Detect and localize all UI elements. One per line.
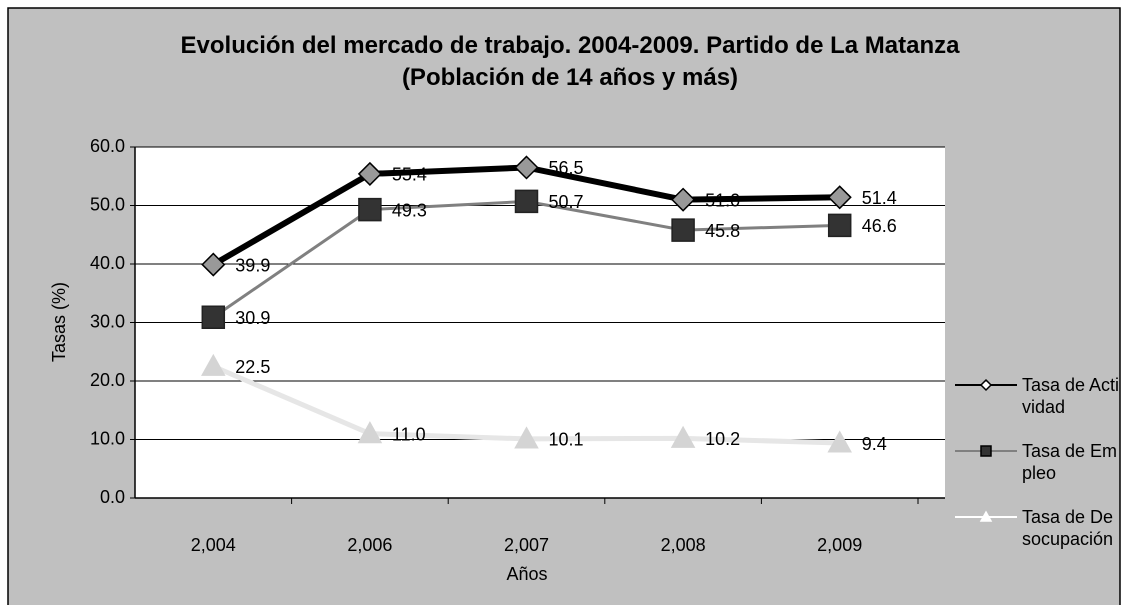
x-tick-label: 2,004 [191,535,236,555]
data-point [201,305,226,329]
y-tick-label: 30.0 [90,311,125,331]
y-tick-label: 50.0 [90,194,125,214]
x-axis-label: Años [506,564,547,584]
legend-marker [980,445,992,457]
data-label: 10.2 [705,429,740,449]
data-label: 46.6 [862,216,897,236]
data-label: 22.5 [235,357,270,377]
data-label: 49.3 [392,200,427,220]
data-point [357,421,383,444]
data-label: 10.1 [549,430,584,450]
x-tick-label: 2,009 [817,535,862,555]
data-point [827,213,852,238]
y-tick-label: 0.0 [100,487,125,507]
data-point [514,426,539,449]
data-point [514,189,539,214]
data-label: 45.8 [705,221,740,241]
data-label: 55.4 [392,165,427,185]
legend-label: Tasa de Desocupación [1022,507,1114,549]
data-point [827,430,852,453]
legend-marker [979,510,993,522]
data-point [357,161,382,186]
data-point [201,353,226,376]
data-point [671,187,696,212]
data-label: 51.4 [862,188,897,208]
y-tick-label: 20.0 [90,370,125,390]
legend-marker [979,378,993,392]
chart-title: Evolución del mercado de trabajo. 2004-2… [180,32,960,91]
x-tick-label: 2,007 [504,535,549,555]
data-label: 51.0 [705,190,740,210]
data-label: 30.9 [235,308,270,328]
legend-label: Tasa de Empleo [1022,441,1118,483]
data-point [671,218,695,242]
data-label: 39.9 [235,255,270,275]
data-label: 50.7 [549,192,584,212]
data-point [670,425,696,448]
y-tick-label: 40.0 [90,253,125,273]
x-tick-label: 2,006 [347,535,392,555]
data-label: 9.4 [862,434,887,454]
x-tick-label: 2,008 [661,535,706,555]
y-tick-label: 60.0 [90,136,125,156]
data-label: 11.0 [392,424,426,444]
legend-label: Tasa de Actividad [1022,375,1120,417]
data-point [514,155,539,180]
data-point [358,197,382,222]
data-point [201,252,226,277]
y-axis-label: Tasas (%) [49,282,69,362]
data-point [827,185,852,210]
y-tick-label: 10.0 [90,428,125,448]
data-label: 56.5 [549,158,584,178]
